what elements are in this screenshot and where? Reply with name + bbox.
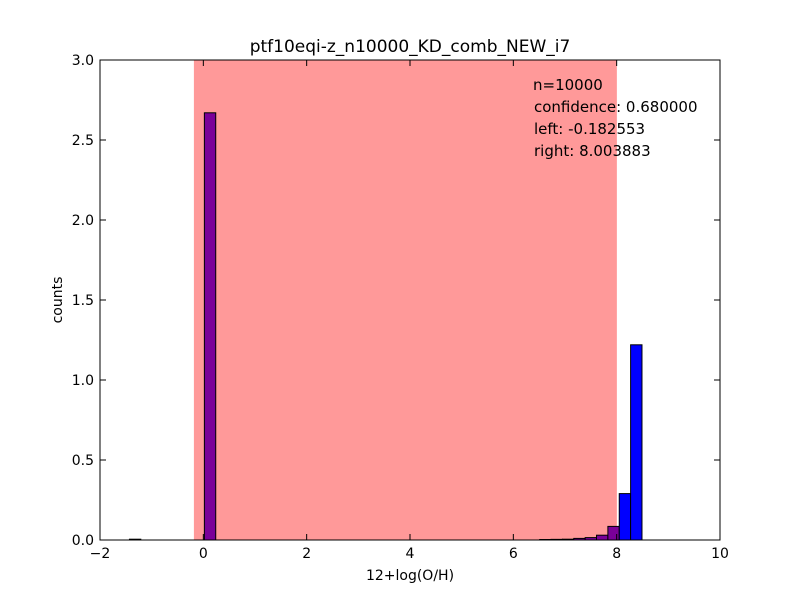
confidence-band [193, 60, 617, 540]
y-tick-label: 1.5 [72, 293, 94, 309]
histogram-bar [607, 525, 620, 541]
y-tick-label: 2.0 [72, 213, 94, 229]
x-tick-label: 0 [199, 546, 208, 562]
stats-annotation-line: right: 8.003883 [534, 142, 651, 160]
stats-annotation-line: left: -0.182553 [534, 120, 645, 138]
x-tick-label: 4 [406, 546, 415, 562]
histogram-bar [203, 112, 217, 541]
y-tick-label: 1.0 [72, 373, 94, 389]
x-tick-label: 8 [612, 546, 621, 562]
stats-annotation-line: n=10000 [533, 76, 603, 94]
stats-annotation: n=10000 confidence: 0.680000 left: -0.1825… [533, 76, 698, 160]
x-tick-label: 6 [509, 546, 518, 562]
confidence-band-layer [193, 60, 617, 540]
histogram-bar [596, 534, 609, 541]
histogram-bar [618, 493, 632, 541]
histogram-bar [630, 344, 643, 541]
y-tick-label: 3.0 [72, 53, 94, 69]
x-tick-label: −2 [90, 546, 111, 562]
x-tick-label: 10 [711, 546, 729, 562]
y-tick-label: 0.0 [72, 533, 94, 549]
stats-annotation-line: confidence: 0.680000 [534, 98, 698, 116]
y-tick-label: 2.5 [72, 133, 94, 149]
y-tick-label: 0.5 [72, 453, 94, 469]
y-axis-label: counts [50, 277, 66, 324]
chart-title: ptf10eqi-z_n10000_KD_comb_NEW_i7 [250, 37, 571, 57]
axis-ticks: −2 0 2 4 6 8 10 0.0 0.5 1.0 1.5 2.0 2.5 3.0 [72, 53, 729, 562]
x-axis-label: 12+log(O/H) [366, 568, 454, 584]
x-tick-label: 2 [302, 546, 311, 562]
